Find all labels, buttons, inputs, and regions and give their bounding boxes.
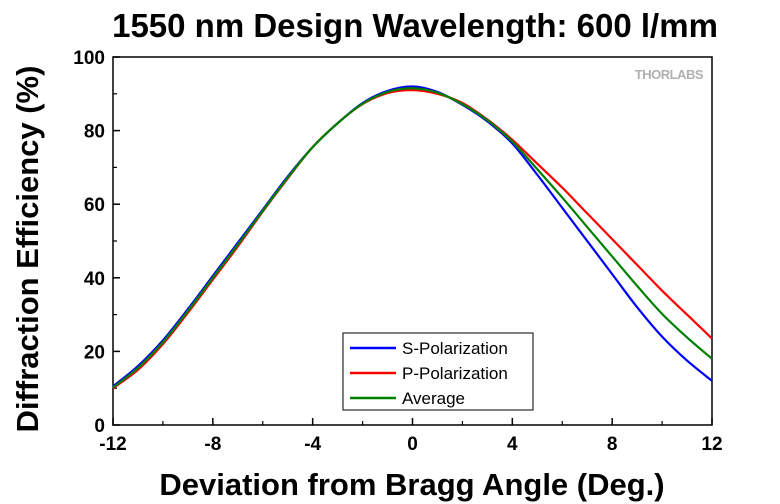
x-tick-label: 4	[507, 434, 518, 455]
legend-label-s-polarization: S-Polarization	[402, 339, 508, 358]
chart-title: 1550 nm Design Wavelength: 600 l/mm	[112, 7, 718, 44]
y-tick-label: 60	[84, 195, 105, 216]
x-tick-label: 0	[407, 434, 418, 455]
thorlabs-watermark-logo: THORLABS	[635, 67, 704, 82]
x-tick-label: -12	[99, 434, 126, 455]
axis-ticks: -12 -8 -4 0 4 8 12 0 20 40 60 80 100	[73, 48, 722, 455]
y-axis-label: Diffraction Efficiency (%)	[10, 66, 45, 433]
y-tick-label: 100	[73, 48, 105, 69]
y-tick-label: 80	[84, 122, 105, 143]
x-tick-label: -4	[304, 434, 321, 455]
y-tick-label: 20	[84, 342, 105, 363]
series-line-average	[112, 87, 713, 389]
x-tick-label: -8	[204, 434, 221, 455]
y-tick-label: 40	[84, 269, 105, 290]
series-line-p-polarization	[112, 89, 713, 390]
x-axis-label: Deviation from Bragg Angle (Deg.)	[159, 467, 664, 502]
y-tick-label: 0	[94, 416, 105, 437]
x-tick-label: 8	[607, 434, 618, 455]
legend-label-p-polarization: P-Polarization	[402, 364, 508, 383]
series-lines	[112, 85, 713, 390]
legend: S-Polarization P-Polarization Average	[342, 332, 534, 411]
series-line-s-polarization	[112, 85, 713, 388]
x-tick-label: 12	[701, 434, 722, 455]
legend-label-average: Average	[402, 389, 465, 408]
